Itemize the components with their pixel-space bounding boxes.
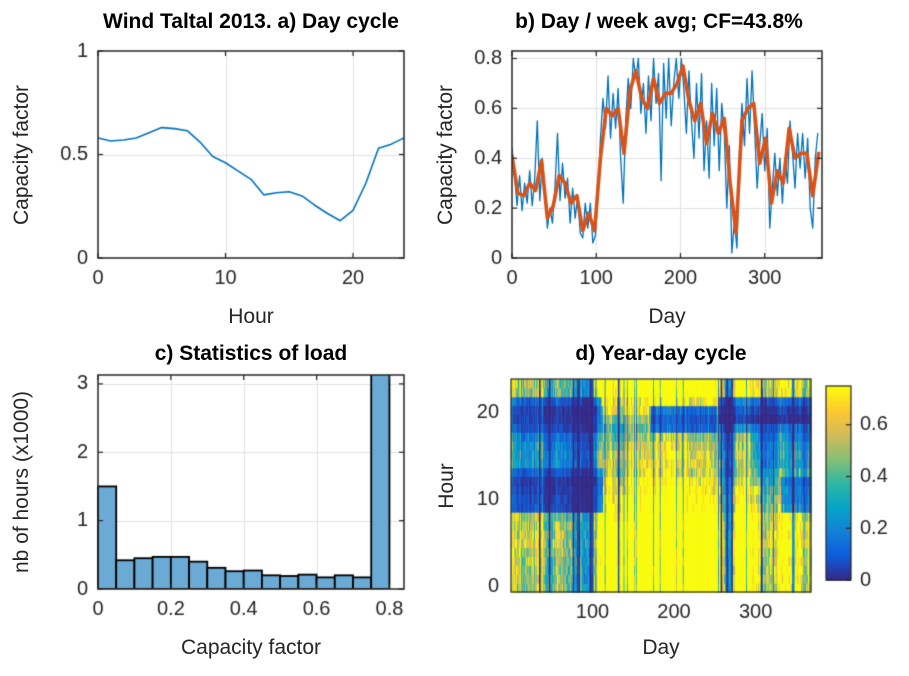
panel-c-title: c) Statistics of load bbox=[154, 342, 348, 365]
panel-c-ylabel: nb of hours (x1000) bbox=[10, 390, 33, 574]
panel-d-title: d) Year-day cycle bbox=[575, 342, 747, 365]
panel-c-xlabel: Capacity factor bbox=[180, 636, 322, 659]
panel-b-title: b) Day / week avg; CF=43.8% bbox=[515, 10, 803, 33]
panel-d-ylabel: Hour bbox=[435, 463, 458, 509]
panel-d-xlabel: Day bbox=[642, 636, 680, 659]
panel-b-xlabel: Day bbox=[648, 305, 686, 328]
panel-a-xlabel: Hour bbox=[228, 305, 274, 328]
panel-a-ylabel: Capacity factor bbox=[10, 84, 33, 226]
panel-b-ylabel: Capacity factor bbox=[434, 84, 457, 226]
panel-a-title: Wind Taltal 2013. a) Day cycle bbox=[103, 10, 399, 33]
